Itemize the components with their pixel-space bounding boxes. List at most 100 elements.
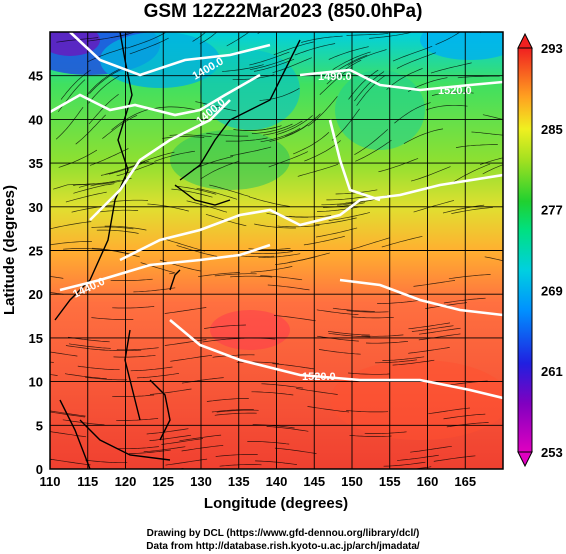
streamline — [209, 184, 250, 197]
streamline — [146, 428, 189, 435]
credit-line-2: Data from http://database.rish.kyoto-u.a… — [146, 541, 420, 552]
temperature-field — [50, 32, 503, 469]
streamline — [408, 322, 451, 330]
streamline — [266, 426, 309, 432]
streamline — [448, 274, 491, 280]
streamline — [192, 32, 207, 42]
streamline — [273, 315, 316, 322]
contour-label: 1520.0 — [438, 85, 472, 97]
y-tick-label: 20 — [29, 287, 43, 302]
x-tick-label: 160 — [417, 474, 439, 489]
streamline — [125, 32, 133, 34]
streamline — [471, 131, 503, 136]
streamline — [86, 68, 120, 96]
streamline — [258, 253, 301, 259]
x-tick-label: 135 — [228, 474, 250, 489]
streamline — [377, 300, 420, 304]
streamline — [451, 207, 493, 215]
streamline — [383, 461, 426, 467]
plot-frame — [49, 31, 504, 470]
streamline — [164, 339, 207, 346]
streamline — [455, 144, 498, 148]
streamline — [55, 106, 84, 140]
colorbar-label: 285 — [541, 122, 563, 137]
streamline — [250, 266, 293, 273]
streamline — [192, 156, 233, 170]
streamline — [137, 373, 179, 379]
x-tick-label: 140 — [266, 474, 288, 489]
streamline — [219, 464, 262, 467]
streamline — [442, 204, 485, 214]
streamline — [418, 333, 461, 341]
streamline — [102, 114, 138, 139]
streamline — [214, 412, 257, 416]
streamline — [386, 68, 423, 90]
x-tick-label: 150 — [341, 474, 363, 489]
streamline — [106, 199, 149, 203]
streamline — [328, 332, 371, 338]
streamline — [87, 46, 127, 63]
x-tick-label: 145 — [303, 474, 325, 489]
colorbar-min-arrow — [517, 451, 533, 468]
streamline — [260, 127, 301, 143]
streamline — [253, 58, 295, 72]
credit-line-1: Drawing by DCL (https://www.gfd-dennou.o… — [146, 528, 420, 539]
contour-label: 1490.0 — [318, 71, 352, 83]
streamline — [50, 410, 86, 417]
streamline — [316, 227, 358, 238]
streamline — [403, 128, 444, 145]
streamline — [206, 398, 249, 402]
streamline — [303, 235, 345, 246]
streamline — [96, 229, 139, 234]
streamline — [326, 195, 369, 201]
streamline — [346, 410, 389, 413]
streamline — [257, 32, 262, 34]
streamline — [206, 132, 249, 137]
streamline — [443, 413, 486, 420]
streamline — [348, 372, 391, 375]
streamline — [251, 123, 293, 134]
streamline — [85, 459, 128, 464]
streamline — [267, 284, 310, 291]
streamline — [328, 46, 369, 60]
streamline — [251, 391, 294, 396]
coastlines — [54, 32, 301, 469]
streamline — [381, 235, 423, 248]
streamline — [176, 245, 218, 257]
y-axis-label: Latitude (degrees) — [1, 185, 18, 315]
x-tick-label: 165 — [454, 474, 476, 489]
streamline — [268, 151, 308, 168]
streamline — [259, 87, 300, 101]
streamline — [289, 215, 332, 218]
streamline — [230, 275, 273, 278]
streamline — [411, 166, 451, 182]
streamline — [68, 343, 111, 349]
streamline — [179, 434, 222, 442]
streamline — [89, 68, 123, 95]
streamline — [149, 388, 192, 395]
streamline — [272, 363, 315, 370]
streamline — [274, 447, 317, 454]
streamline — [126, 32, 166, 49]
streamline — [346, 310, 389, 313]
streamline — [116, 162, 157, 177]
streamline — [431, 91, 474, 96]
streamline — [293, 132, 330, 155]
streamline — [134, 151, 175, 166]
streamline — [64, 373, 107, 379]
streamline — [196, 187, 238, 200]
streamline — [250, 251, 293, 255]
streamline — [133, 287, 176, 293]
colorbar: 293 285 277 269 261 253 — [517, 32, 563, 468]
streamline — [418, 327, 461, 335]
y-tick-label: 25 — [29, 244, 43, 259]
streamline — [222, 64, 264, 72]
streamline — [274, 256, 317, 266]
y-tick-label: 45 — [29, 69, 43, 84]
colorbar-label: 293 — [541, 41, 563, 56]
streamline — [129, 37, 169, 55]
streamline — [165, 458, 208, 466]
streamline — [100, 162, 142, 176]
streamline — [294, 43, 336, 56]
streamline — [346, 33, 389, 36]
